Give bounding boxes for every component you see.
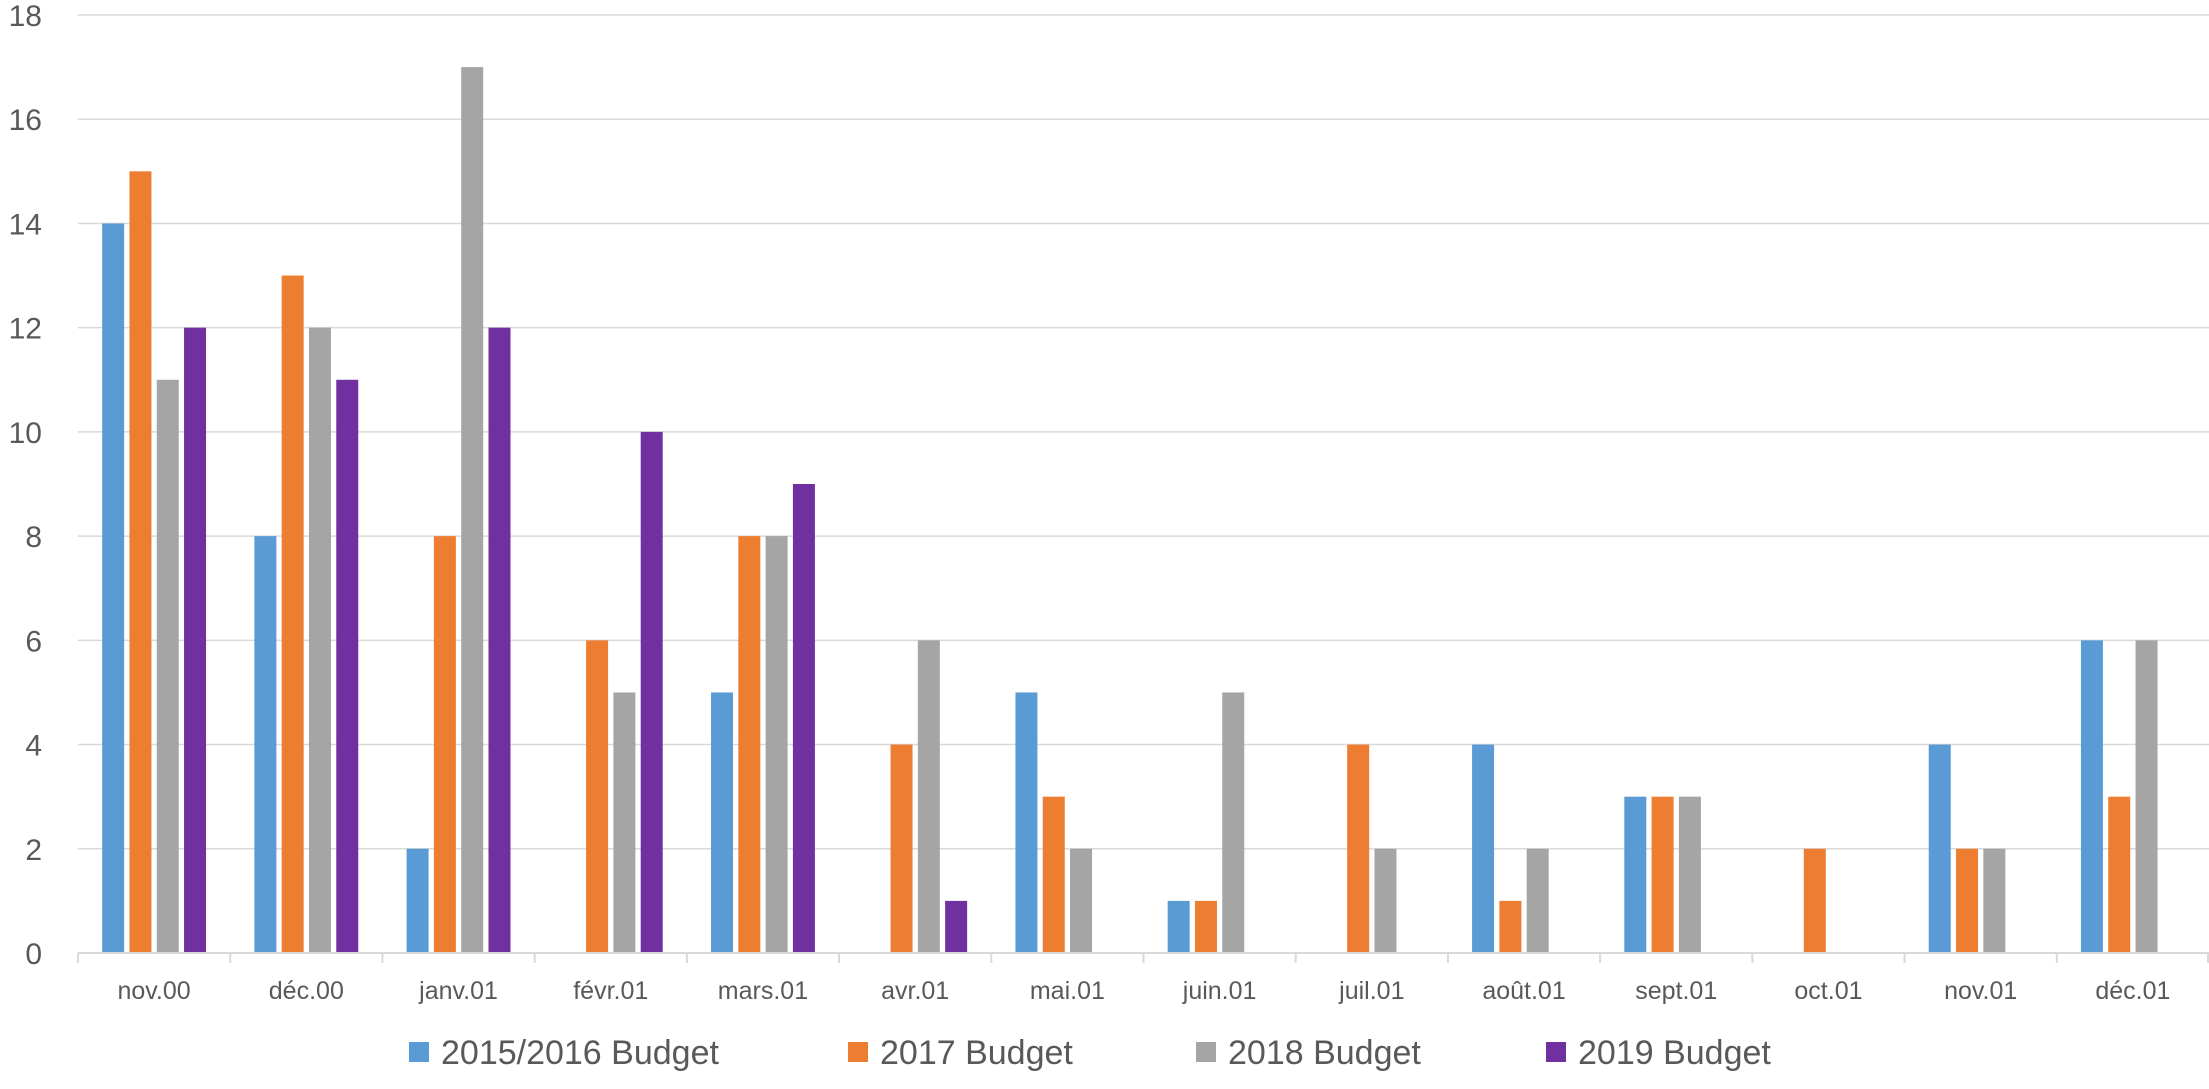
legend-label: 2019 Budget [1578, 1034, 1771, 1072]
bar [1168, 901, 1190, 953]
x-tick-label: juin.01 [1182, 977, 1257, 1005]
x-tick-label: nov.01 [1944, 977, 2017, 1005]
x-tick-label: mai.01 [1030, 977, 1105, 1005]
bar [738, 536, 760, 953]
y-tick-label: 0 [25, 938, 42, 971]
bar [309, 328, 331, 953]
gridlines [78, 15, 2209, 849]
legend-item: 2015/2016 Budget [409, 1034, 719, 1072]
bar [766, 536, 788, 953]
bar [461, 67, 483, 953]
bar [891, 745, 913, 953]
bar [1956, 849, 1978, 953]
legend-label: 2018 Budget [1228, 1034, 1421, 1072]
y-tick-label: 14 [9, 208, 42, 241]
legend: 2015/2016 Budget 2017 Budget 2018 Budget 20… [409, 1034, 1771, 1072]
bar [1652, 797, 1674, 953]
bar [2108, 797, 2130, 953]
legend-swatch [409, 1042, 429, 1062]
x-tick-label: févr.01 [573, 977, 648, 1005]
x-tick-label: juil.01 [1338, 977, 1404, 1005]
bar [434, 536, 456, 953]
bar [1374, 849, 1396, 953]
bar [1804, 849, 1826, 953]
bar [1043, 797, 1065, 953]
legend-swatch [848, 1042, 868, 1062]
bar [2136, 640, 2158, 953]
bar [184, 328, 206, 953]
x-tick-label: avr.01 [881, 977, 949, 1005]
bars [102, 67, 2157, 953]
bar [945, 901, 967, 953]
legend-swatch [1196, 1042, 1216, 1062]
bar [129, 171, 151, 953]
bar [407, 849, 429, 953]
y-tick-label: 6 [25, 625, 42, 658]
x-tick-label: sept.01 [1635, 977, 1717, 1005]
bar [2081, 640, 2103, 953]
bar [793, 484, 815, 953]
bar [1347, 745, 1369, 953]
bar [613, 692, 635, 953]
bar [1222, 692, 1244, 953]
bar [641, 432, 663, 953]
bar [157, 380, 179, 953]
bar [1983, 849, 2005, 953]
legend-label: 2017 Budget [880, 1034, 1073, 1072]
bar [282, 276, 304, 953]
bar [336, 380, 358, 953]
y-tick-label: 8 [25, 521, 42, 554]
x-tick-label: déc.01 [2095, 977, 2170, 1005]
bar [1070, 849, 1092, 953]
bar [1472, 745, 1494, 953]
legend-label: 2015/2016 Budget [441, 1034, 719, 1072]
bar [102, 223, 124, 953]
bar [586, 640, 608, 953]
x-tick-label: déc.00 [269, 977, 344, 1005]
bar [1527, 849, 1549, 953]
bar [1929, 745, 1951, 953]
bar [1499, 901, 1521, 953]
y-tick-label: 10 [9, 417, 42, 450]
legend-swatch [1546, 1042, 1566, 1062]
bar [1679, 797, 1701, 953]
y-tick-label: 4 [25, 730, 42, 763]
legend-item: 2018 Budget [1196, 1034, 1421, 1072]
x-tick-label: mars.01 [718, 977, 808, 1005]
y-tick-label: 2 [25, 834, 42, 867]
bar [1015, 692, 1037, 953]
x-tick-label: oct.01 [1794, 977, 1862, 1005]
x-tick-label: janv.01 [418, 977, 498, 1005]
bar [1195, 901, 1217, 953]
bar [1624, 797, 1646, 953]
bar [711, 692, 733, 953]
bar [918, 640, 940, 953]
y-tick-label: 12 [9, 313, 42, 346]
bar [254, 536, 276, 953]
legend-item: 2019 Budget [1546, 1034, 1771, 1072]
y-tick-label: 18 [9, 0, 42, 33]
x-tick-label: nov.00 [117, 977, 190, 1005]
x-tick-label: août.01 [1482, 977, 1565, 1005]
y-tick-label: 16 [9, 104, 42, 137]
legend-item: 2017 Budget [848, 1034, 1073, 1072]
bar [488, 328, 510, 953]
